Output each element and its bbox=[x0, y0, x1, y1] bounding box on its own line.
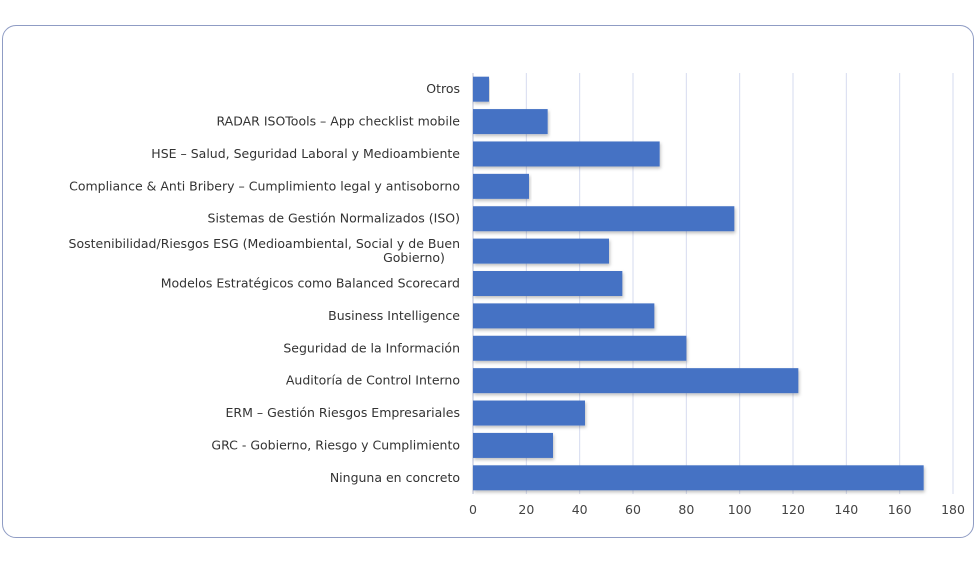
x-tick-label: 160 bbox=[888, 502, 912, 517]
bar bbox=[473, 432, 553, 458]
bar bbox=[473, 335, 687, 361]
category-label: Sostenibilidad/Riesgos ESG (Medioambient… bbox=[69, 236, 460, 265]
x-tick-label: 100 bbox=[728, 502, 752, 517]
bar bbox=[473, 76, 489, 102]
category-label: RADAR ISOTools – App checklist mobile bbox=[216, 114, 460, 129]
category-label: HSE – Salud, Seguridad Laboral y Medioam… bbox=[151, 146, 460, 161]
bar bbox=[473, 400, 585, 426]
x-tick-label: 20 bbox=[518, 502, 534, 517]
bar bbox=[473, 465, 924, 491]
x-tick-label: 120 bbox=[781, 502, 805, 517]
x-tick-label: 140 bbox=[834, 502, 858, 517]
category-label: ERM – Gestión Riesgos Empresariales bbox=[226, 405, 461, 420]
category-label: Sistemas de Gestión Normalizados (ISO) bbox=[208, 211, 460, 226]
category-label: Seguridad de la Información bbox=[283, 340, 460, 355]
x-tick-label: 40 bbox=[572, 502, 588, 517]
x-tick-label: 0 bbox=[469, 502, 477, 517]
bar bbox=[473, 109, 548, 135]
x-tick-label: 180 bbox=[941, 502, 965, 517]
x-tick-label: 80 bbox=[678, 502, 694, 517]
bar bbox=[473, 271, 623, 296]
category-label: Ninguna en concreto bbox=[330, 470, 460, 485]
bar bbox=[473, 206, 735, 232]
category-label: Auditoría de Control Interno bbox=[286, 373, 460, 388]
category-label: Compliance & Anti Bribery – Cumplimiento… bbox=[69, 178, 460, 193]
bar bbox=[473, 173, 529, 199]
bar bbox=[473, 368, 799, 394]
category-label: Business Intelligence bbox=[328, 308, 460, 323]
bar bbox=[473, 238, 609, 264]
bar bbox=[473, 303, 655, 329]
category-label: Modelos Estratégicos como Balanced Score… bbox=[161, 276, 460, 291]
x-tick-label: 60 bbox=[625, 502, 641, 517]
category-label: GRC - Gobierno, Riesgo y Cumplimiento bbox=[211, 437, 460, 452]
chart-frame bbox=[2, 25, 974, 538]
category-label: Otros bbox=[426, 81, 460, 96]
bar bbox=[473, 141, 660, 167]
